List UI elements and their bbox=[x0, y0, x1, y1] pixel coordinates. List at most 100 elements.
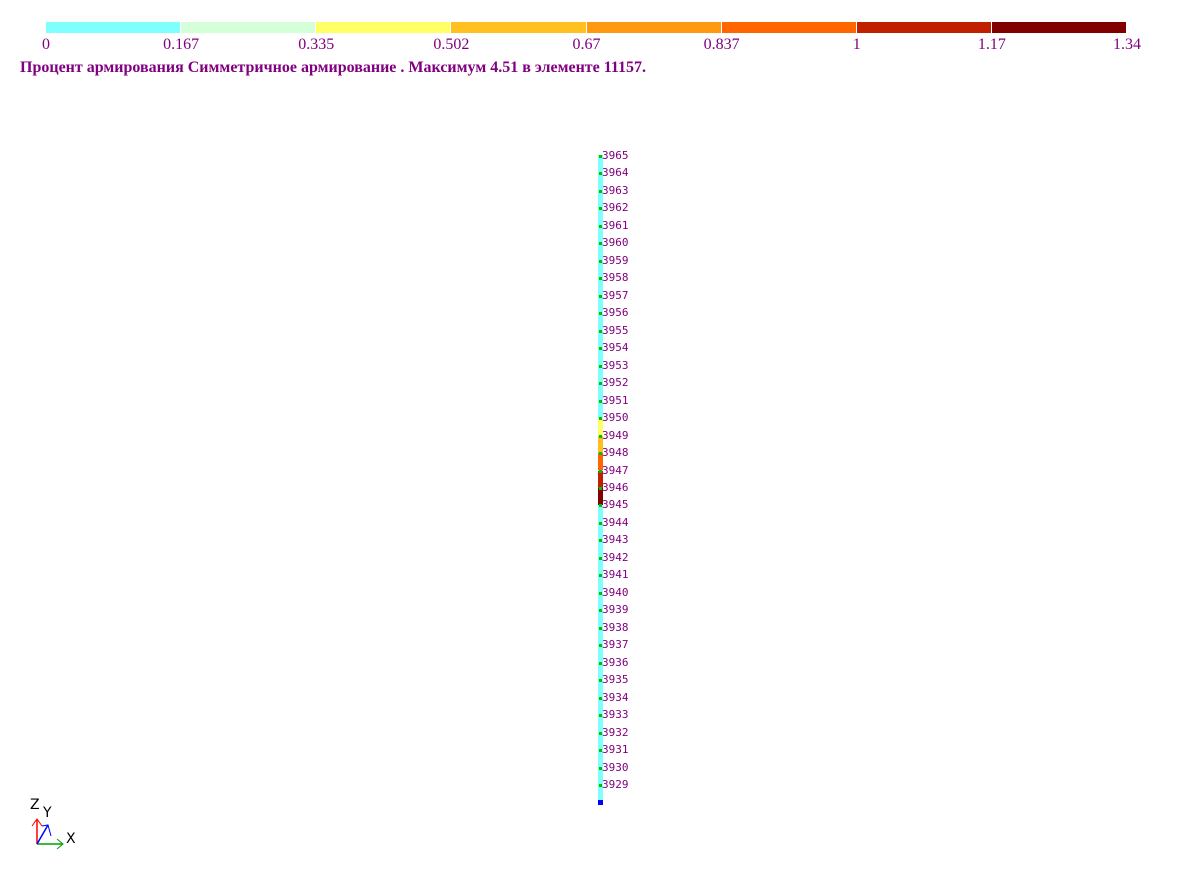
node-label: 3949 bbox=[602, 428, 629, 442]
legend-tick-label: 0.837 bbox=[703, 36, 740, 53]
legend-swatch bbox=[991, 22, 1127, 33]
node-label: 3941 bbox=[602, 568, 629, 582]
axis-x-label: X bbox=[66, 831, 76, 847]
node-marker[interactable] bbox=[599, 521, 602, 525]
node-label: 3939 bbox=[602, 603, 629, 617]
node-label: 3933 bbox=[602, 708, 629, 722]
colored-segment[interactable] bbox=[598, 453, 603, 471]
node-marker[interactable] bbox=[599, 294, 602, 298]
node-marker[interactable] bbox=[599, 277, 602, 281]
node-marker[interactable] bbox=[599, 452, 602, 456]
colored-segment[interactable] bbox=[598, 418, 603, 436]
node-marker[interactable] bbox=[599, 626, 602, 630]
node-label: 3931 bbox=[602, 743, 629, 757]
node-marker[interactable] bbox=[599, 242, 602, 246]
legend-swatch bbox=[46, 22, 182, 33]
node-label: 3951 bbox=[602, 393, 629, 407]
legend-swatch bbox=[586, 22, 722, 33]
node-marker[interactable] bbox=[599, 399, 602, 403]
node-marker[interactable] bbox=[599, 417, 602, 421]
node-marker[interactable] bbox=[599, 784, 602, 787]
node-marker[interactable] bbox=[599, 364, 602, 368]
node-label: 3932 bbox=[602, 725, 629, 739]
node-label: 3956 bbox=[602, 306, 629, 320]
node-marker[interactable] bbox=[599, 434, 602, 438]
legend-tick-label: 0.167 bbox=[163, 36, 200, 53]
node-label: 3953 bbox=[602, 358, 629, 372]
node-label: 3938 bbox=[602, 620, 629, 634]
node-label: 3946 bbox=[602, 480, 629, 494]
node-label: 3960 bbox=[602, 236, 629, 250]
legend-tick-label: 1.34 bbox=[1113, 36, 1141, 53]
axis-z-label: Z bbox=[30, 797, 40, 813]
node-label: 3942 bbox=[602, 550, 629, 564]
node-label: 3937 bbox=[602, 638, 629, 652]
node-marker[interactable] bbox=[599, 347, 602, 351]
node-label: 3952 bbox=[602, 376, 629, 390]
node-label: 3955 bbox=[602, 323, 629, 337]
legend-swatch bbox=[451, 22, 587, 33]
node-marker[interactable] bbox=[599, 382, 602, 386]
node-label: 3943 bbox=[602, 533, 629, 547]
node-label: 3936 bbox=[602, 655, 629, 669]
node-marker[interactable] bbox=[599, 259, 602, 263]
node-marker[interactable] bbox=[599, 556, 602, 560]
legend-tick-label: 0 bbox=[42, 36, 50, 53]
node-label: 3947 bbox=[602, 463, 629, 477]
node-label: 3964 bbox=[602, 166, 629, 180]
node-label: 3954 bbox=[602, 341, 629, 355]
legend-tick-label: 1 bbox=[852, 36, 861, 53]
legend-swatch bbox=[316, 22, 452, 33]
node-label: 3940 bbox=[602, 585, 629, 599]
legend-swatch bbox=[181, 22, 317, 33]
node-label: 3930 bbox=[602, 760, 629, 774]
support-node[interactable] bbox=[598, 800, 603, 805]
legend-swatch bbox=[856, 22, 992, 33]
node-marker[interactable] bbox=[599, 329, 602, 333]
node-marker[interactable] bbox=[599, 696, 602, 700]
colored-segment[interactable] bbox=[598, 470, 603, 488]
node-marker[interactable] bbox=[599, 172, 602, 176]
node-marker[interactable] bbox=[599, 312, 602, 316]
axes-triad-icon: Z Y X bbox=[30, 797, 76, 850]
node-marker[interactable] bbox=[599, 469, 602, 473]
node-marker[interactable] bbox=[599, 766, 602, 770]
node-marker[interactable] bbox=[599, 504, 602, 508]
node-label: 3948 bbox=[602, 446, 629, 460]
node-marker[interactable] bbox=[599, 661, 602, 665]
legend-tick-label: 0.502 bbox=[433, 36, 470, 53]
legend-swatch bbox=[721, 22, 857, 33]
node-marker[interactable] bbox=[599, 714, 602, 718]
colored-segment[interactable] bbox=[598, 487, 603, 506]
node-marker[interactable] bbox=[599, 486, 602, 490]
node-marker[interactable] bbox=[599, 644, 602, 648]
axis-y-label: Y bbox=[42, 805, 52, 821]
result-caption: Процент армирования Симметричное армиров… bbox=[20, 59, 646, 76]
node-marker[interactable] bbox=[599, 224, 602, 228]
node-marker[interactable] bbox=[599, 591, 602, 595]
legend-tick-label: 1.17 bbox=[977, 36, 1006, 53]
node-marker[interactable] bbox=[599, 155, 602, 158]
colored-segment[interactable] bbox=[598, 435, 603, 454]
node-label: 3962 bbox=[602, 201, 629, 215]
node-label: 3963 bbox=[602, 183, 629, 197]
node-label: 3944 bbox=[602, 515, 629, 529]
color-scale-legend bbox=[46, 22, 1127, 33]
node-label: 3934 bbox=[602, 690, 629, 704]
node-marker[interactable] bbox=[599, 539, 602, 543]
node-marker[interactable] bbox=[599, 207, 602, 211]
node-marker[interactable] bbox=[599, 189, 602, 193]
node-label: 3950 bbox=[602, 411, 629, 425]
column-element[interactable] bbox=[598, 155, 603, 800]
legend-tick-label: 0.67 bbox=[572, 36, 601, 53]
node-label: 3935 bbox=[602, 673, 629, 687]
node-label: 3957 bbox=[602, 288, 629, 302]
legend-tick-label: 0.335 bbox=[298, 36, 335, 53]
node-marker[interactable] bbox=[599, 574, 602, 578]
node-label: 3945 bbox=[602, 498, 629, 512]
node-marker[interactable] bbox=[599, 731, 602, 735]
node-marker[interactable] bbox=[599, 749, 602, 753]
node-label: 3958 bbox=[602, 271, 629, 285]
node-marker[interactable] bbox=[599, 609, 602, 613]
node-marker[interactable] bbox=[599, 679, 602, 683]
